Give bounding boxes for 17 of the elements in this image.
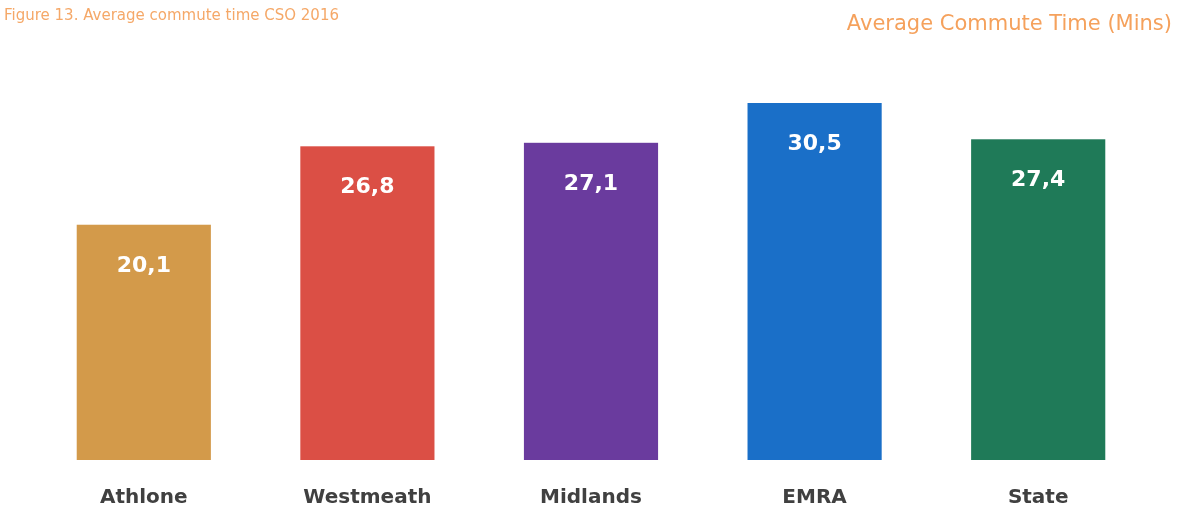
chart-title: Average Commute Time (Mins) bbox=[846, 11, 1172, 35]
x-tick-label: Midlands bbox=[540, 484, 642, 508]
data-label: 30,5 bbox=[787, 130, 842, 155]
x-tick-label: Westmeath bbox=[303, 484, 432, 508]
bar bbox=[300, 146, 435, 460]
bar bbox=[747, 103, 882, 460]
data-label: 27,4 bbox=[1011, 166, 1066, 192]
data-label: 26,8 bbox=[340, 173, 395, 199]
bar bbox=[76, 224, 211, 460]
x-tick-label: EMRA bbox=[782, 484, 848, 508]
bar bbox=[971, 139, 1106, 460]
bar bbox=[523, 142, 659, 460]
data-label: 27,1 bbox=[563, 169, 619, 195]
x-tick-label: State bbox=[1007, 484, 1069, 508]
caption: Figure 13. Average commute time CSO 2016 bbox=[4, 6, 339, 24]
data-label: 20,1 bbox=[116, 251, 171, 277]
x-tick-label: Athlone bbox=[99, 484, 188, 508]
